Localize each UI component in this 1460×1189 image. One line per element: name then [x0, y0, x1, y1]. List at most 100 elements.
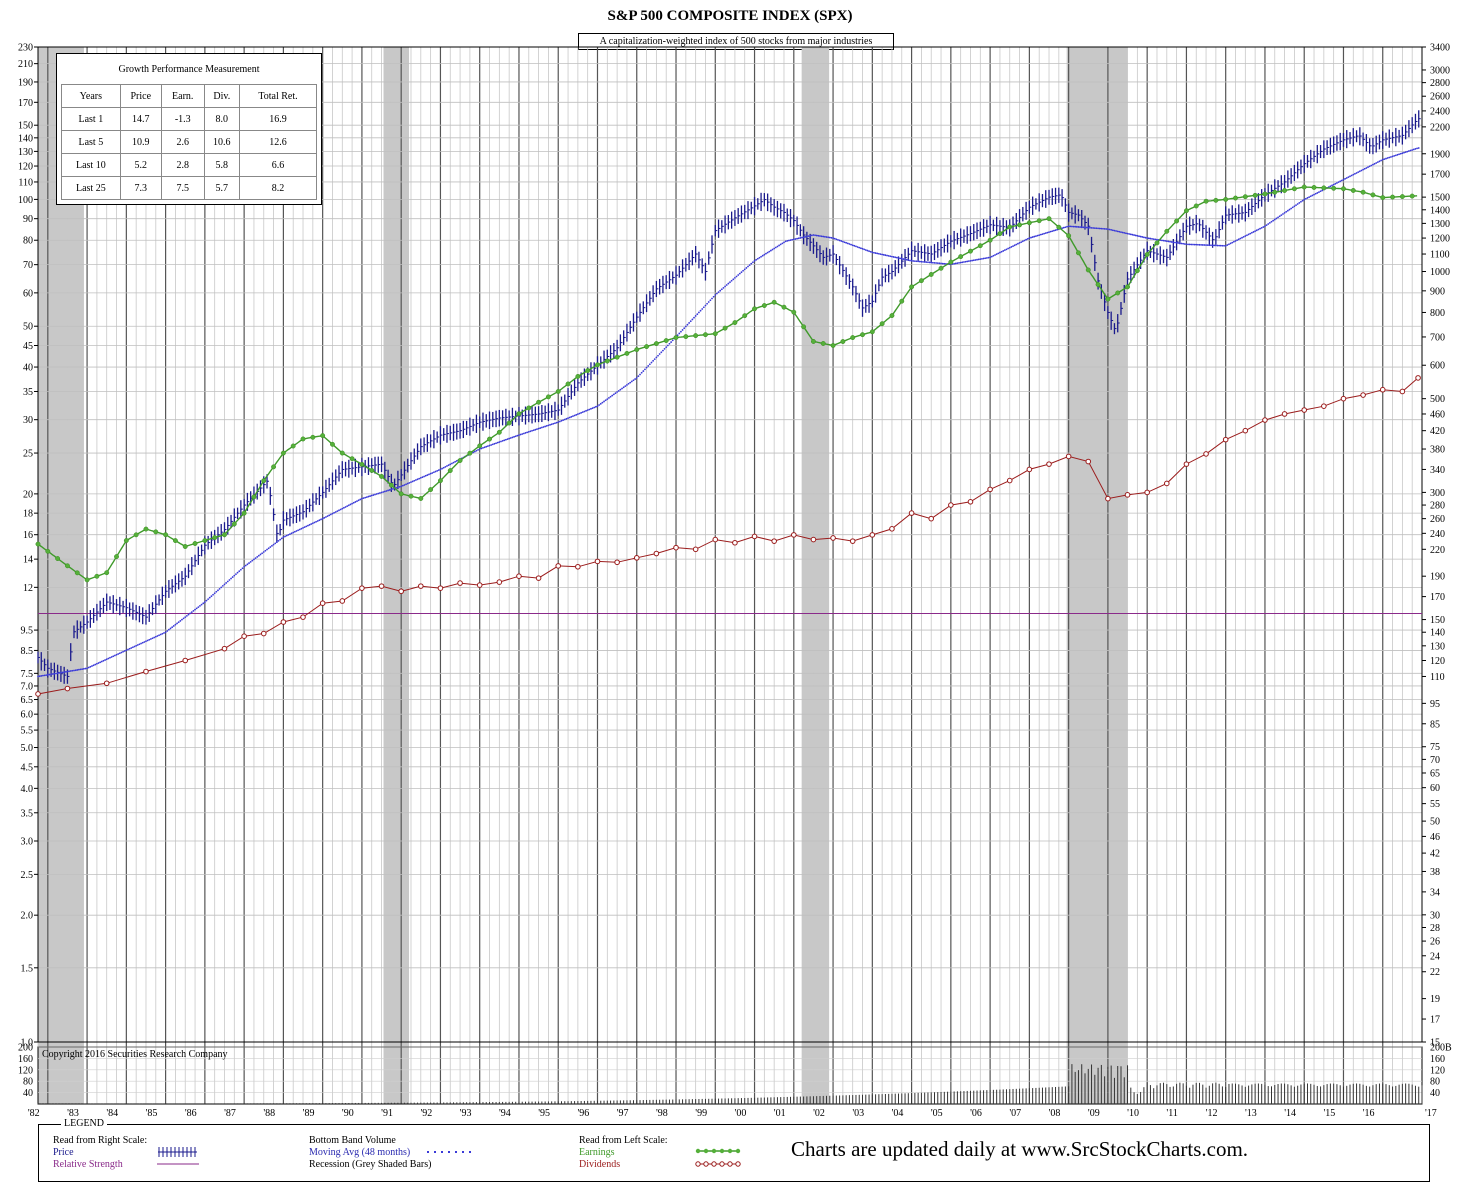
moving-average-point — [1291, 206, 1294, 209]
moving-average-point — [1097, 227, 1099, 230]
moving-average-point — [835, 238, 838, 241]
moving-average-point — [110, 656, 113, 658]
earnings-point — [261, 478, 267, 484]
legend-swatches-right — [695, 1148, 741, 1167]
right-tick-label: 2600 — [1430, 92, 1450, 103]
moving-average-point — [822, 235, 825, 238]
moving-average-point — [95, 662, 98, 665]
moving-average-point — [1298, 202, 1301, 204]
earnings-point — [624, 350, 630, 356]
dividends-point — [987, 486, 993, 493]
moving-average-point — [1128, 233, 1131, 235]
moving-average-point — [912, 260, 915, 262]
right-tick-label: 70 — [1430, 755, 1440, 766]
moving-average-point — [1365, 167, 1368, 169]
left-tick-label: 3.0 — [21, 836, 34, 847]
moving-average-point — [374, 493, 376, 496]
moving-average-point — [573, 414, 576, 417]
moving-average-point — [647, 365, 650, 367]
moving-average-point — [601, 401, 604, 404]
right-tick-label: 19 — [1430, 994, 1440, 1005]
left-tick-label: 5.5 — [21, 726, 34, 737]
moving-average-point — [42, 674, 44, 677]
x-tick-label: '83 — [67, 1108, 79, 1119]
left-tick-label: 60 — [23, 288, 33, 299]
moving-average-point — [621, 387, 623, 390]
moving-average-point — [58, 672, 61, 674]
moving-average-point — [249, 560, 252, 563]
moving-average-point — [203, 601, 206, 603]
moving-average-point — [1313, 193, 1315, 196]
earnings-point — [516, 411, 522, 417]
moving-average-point — [532, 429, 535, 432]
moving-average-point — [74, 669, 77, 672]
moving-average-point — [810, 234, 813, 237]
moving-average-point — [1017, 242, 1019, 245]
dividends-point — [378, 583, 385, 589]
moving-average-point — [719, 289, 722, 292]
moving-average-point — [1208, 244, 1211, 247]
dividends-point — [948, 502, 954, 508]
moving-average-point — [897, 257, 900, 259]
earnings-point — [752, 306, 757, 312]
dividends-point — [771, 538, 777, 544]
moving-average-point — [195, 607, 198, 610]
moving-average-series — [37, 147, 1420, 678]
moving-average-point — [900, 257, 903, 260]
moving-average-point — [359, 498, 362, 501]
moving-average-point — [271, 544, 273, 547]
earnings-point — [1076, 250, 1081, 256]
earnings-point — [634, 347, 640, 353]
moving-average-point — [938, 262, 941, 265]
moving-average-point — [84, 667, 87, 670]
moving-average-point — [76, 669, 79, 671]
dividends-point — [1360, 392, 1366, 398]
x-tick-label: '90 — [342, 1108, 354, 1119]
moving-average-point — [498, 441, 501, 443]
moving-average-point — [966, 260, 969, 263]
moving-average-point — [352, 501, 355, 504]
moving-average-point — [519, 433, 522, 436]
moving-average-point — [48, 673, 51, 676]
moving-average-point — [801, 236, 803, 239]
moving-average-point — [210, 595, 213, 598]
moving-average-point — [341, 507, 344, 510]
moving-average-point — [1020, 241, 1023, 243]
moving-average-point — [377, 492, 380, 495]
earnings-point — [1154, 240, 1160, 246]
moving-average-point — [869, 250, 872, 253]
moving-average-point — [1316, 192, 1319, 194]
moving-average-point — [969, 259, 972, 262]
moving-average-point — [413, 479, 416, 482]
earnings-point — [1399, 194, 1405, 200]
earnings-point — [1026, 220, 1032, 226]
earnings-point — [339, 450, 345, 456]
moving-average-point — [671, 339, 674, 342]
moving-average-point — [325, 516, 327, 518]
moving-average-point — [442, 466, 445, 469]
moving-average-point — [843, 241, 846, 244]
moving-average-point — [1031, 236, 1034, 238]
moving-average-point — [334, 511, 337, 513]
moving-average-point — [1116, 230, 1119, 233]
dividends-point — [673, 544, 679, 551]
moving-average-point — [743, 268, 746, 271]
moving-average-point — [446, 465, 448, 467]
moving-average-point — [568, 416, 571, 419]
moving-average-point — [1226, 244, 1229, 246]
moving-average-point — [1061, 227, 1063, 230]
moving-average-point — [212, 593, 214, 596]
moving-average-point — [876, 252, 879, 255]
moving-average-point — [1144, 236, 1147, 239]
earnings-point — [761, 303, 767, 308]
moving-average-point — [1331, 184, 1333, 187]
left-tick-label: 190 — [18, 77, 33, 88]
earnings-point — [74, 570, 80, 576]
moving-average-point — [614, 392, 617, 395]
x-tick-label: '03 — [852, 1108, 864, 1119]
table-cell: Last 25 — [61, 176, 121, 200]
left-tick-label: 35 — [23, 387, 33, 398]
moving-average-point — [1054, 229, 1057, 232]
dividends-point — [1301, 407, 1308, 413]
moving-average-point — [1162, 239, 1165, 242]
